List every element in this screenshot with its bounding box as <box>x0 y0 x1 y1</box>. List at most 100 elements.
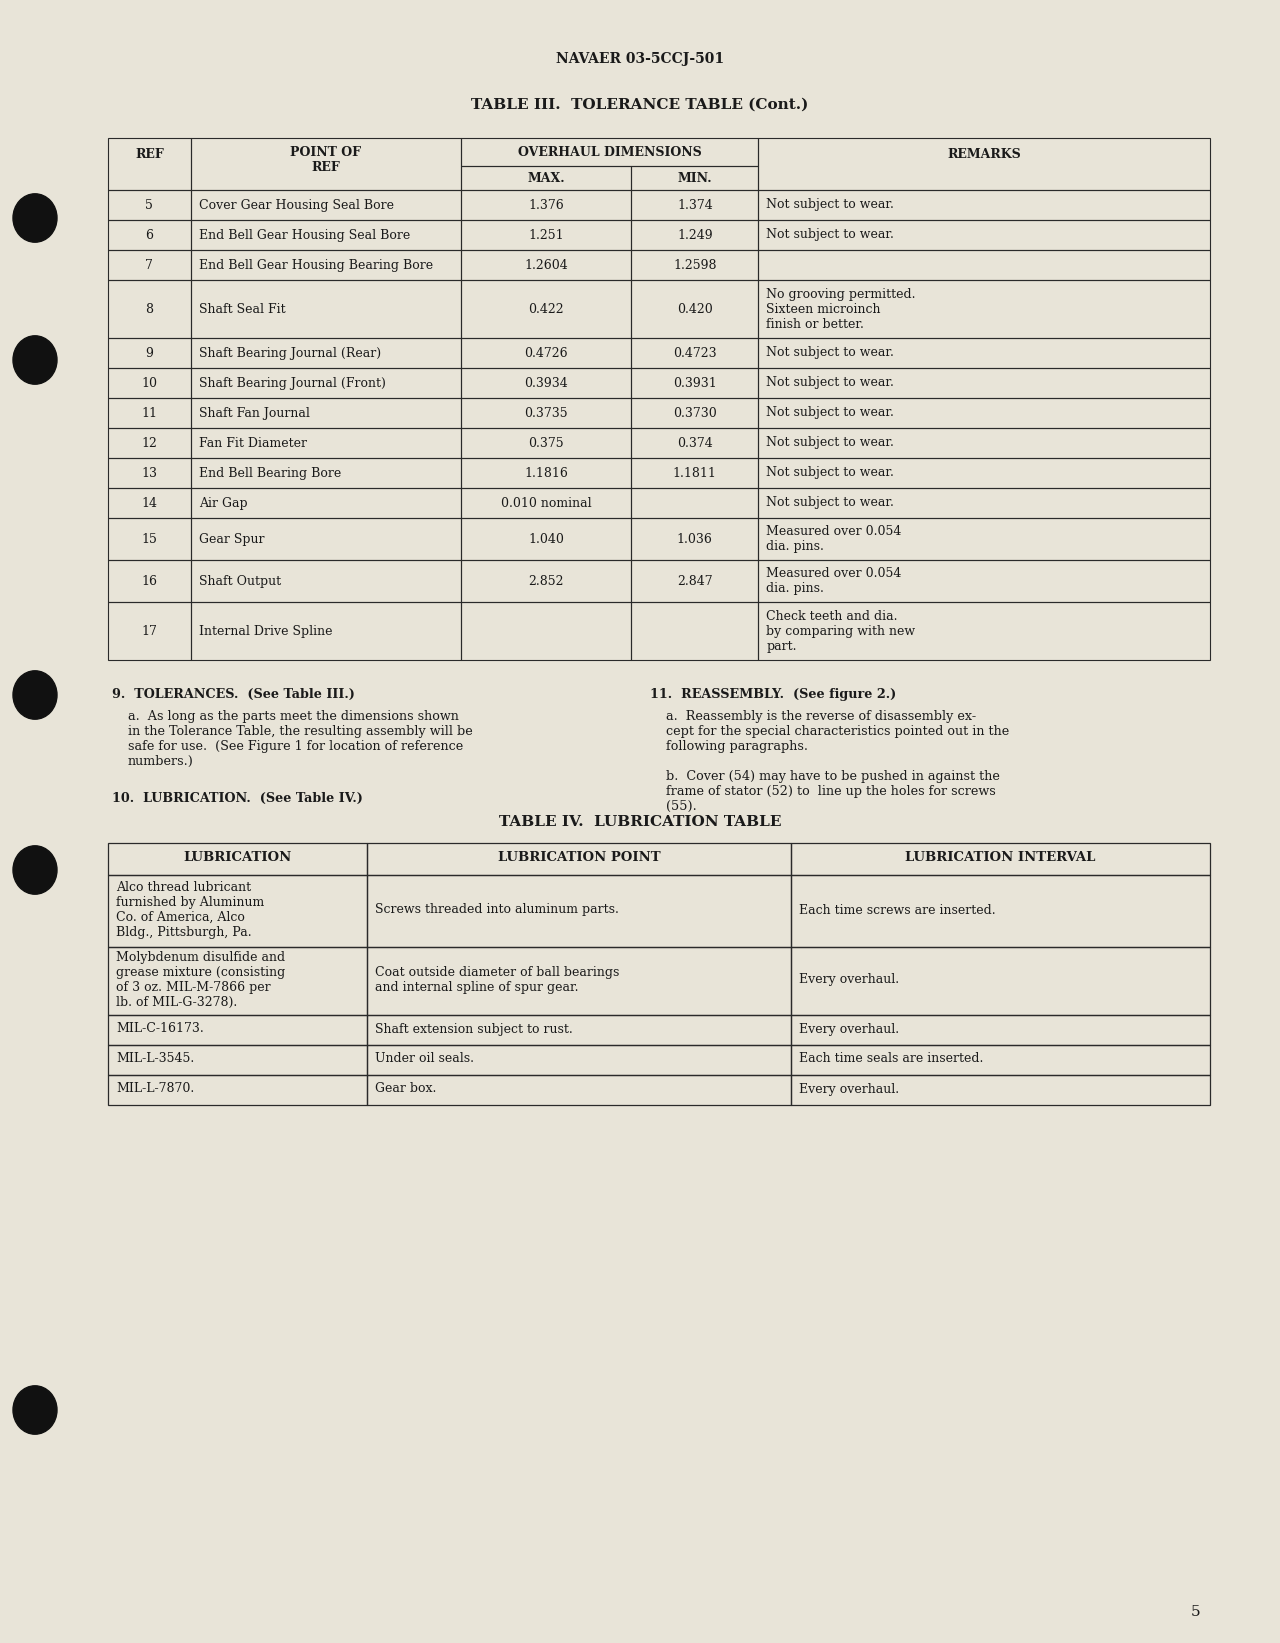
Text: Not subject to wear.: Not subject to wear. <box>767 199 893 210</box>
Bar <box>631 488 758 518</box>
Text: 15: 15 <box>141 532 157 545</box>
Bar <box>367 876 791 946</box>
Bar <box>367 1075 791 1106</box>
Text: 2.847: 2.847 <box>677 575 713 588</box>
Text: 12: 12 <box>141 437 157 450</box>
Text: Under oil seals.: Under oil seals. <box>375 1053 474 1066</box>
Bar <box>791 876 1210 946</box>
Text: Each time seals are inserted.: Each time seals are inserted. <box>799 1053 983 1066</box>
Text: Not subject to wear.: Not subject to wear. <box>767 347 893 360</box>
Text: 1.036: 1.036 <box>677 532 713 545</box>
Bar <box>461 166 631 191</box>
Bar <box>191 279 461 338</box>
Ellipse shape <box>13 335 58 384</box>
Text: Shaft extension subject to rust.: Shaft extension subject to rust. <box>375 1022 572 1035</box>
Text: 1.2604: 1.2604 <box>525 260 568 273</box>
Bar <box>461 138 758 166</box>
Ellipse shape <box>13 1385 58 1434</box>
Text: MIL-C-16173.: MIL-C-16173. <box>116 1022 204 1035</box>
Text: Each time screws are inserted.: Each time screws are inserted. <box>799 904 996 917</box>
Text: REMARKS: REMARKS <box>947 148 1021 161</box>
Text: 1.2598: 1.2598 <box>673 260 717 273</box>
Bar <box>631 191 758 220</box>
Text: 10.  LUBRICATION.  (See Table IV.): 10. LUBRICATION. (See Table IV.) <box>113 792 362 805</box>
Text: MIL-L-3545.: MIL-L-3545. <box>116 1053 195 1066</box>
Bar <box>461 488 631 518</box>
Text: Fan Fit Diameter: Fan Fit Diameter <box>198 437 307 450</box>
Bar <box>758 458 1210 488</box>
Text: MIL-L-7870.: MIL-L-7870. <box>116 1083 195 1096</box>
Text: 16: 16 <box>141 575 157 588</box>
Text: 1.249: 1.249 <box>677 228 713 242</box>
Text: Gear Spur: Gear Spur <box>198 532 264 545</box>
Bar <box>461 368 631 398</box>
Bar <box>461 338 631 368</box>
Text: OVERHAUL DIMENSIONS: OVERHAUL DIMENSIONS <box>517 146 701 159</box>
Bar <box>191 488 461 518</box>
Bar <box>758 338 1210 368</box>
Bar <box>108 560 191 601</box>
Bar <box>631 458 758 488</box>
Text: Not subject to wear.: Not subject to wear. <box>767 496 893 509</box>
Text: 1.1816: 1.1816 <box>524 467 568 480</box>
Bar <box>108 279 191 338</box>
Text: 0.422: 0.422 <box>529 302 564 315</box>
Bar <box>108 250 191 279</box>
Text: End Bell Gear Housing Seal Bore: End Bell Gear Housing Seal Bore <box>198 228 410 242</box>
Bar <box>461 427 631 458</box>
Bar <box>461 601 631 660</box>
Bar <box>191 250 461 279</box>
Bar <box>758 220 1210 250</box>
Bar <box>461 458 631 488</box>
Text: 9: 9 <box>146 347 154 360</box>
Bar <box>191 368 461 398</box>
Bar <box>108 338 191 368</box>
Bar <box>631 560 758 601</box>
Text: Not subject to wear.: Not subject to wear. <box>767 467 893 480</box>
Text: Screws threaded into aluminum parts.: Screws threaded into aluminum parts. <box>375 904 618 917</box>
Text: 1.251: 1.251 <box>529 228 564 242</box>
Bar <box>791 1015 1210 1045</box>
Bar <box>631 166 758 191</box>
Text: 11: 11 <box>141 407 157 421</box>
Text: REF: REF <box>134 148 164 161</box>
Text: Measured over 0.054
dia. pins.: Measured over 0.054 dia. pins. <box>767 526 901 554</box>
Bar <box>191 338 461 368</box>
Text: Every overhaul.: Every overhaul. <box>799 1083 900 1096</box>
Bar <box>631 601 758 660</box>
Bar <box>191 427 461 458</box>
Bar <box>791 946 1210 1015</box>
Text: Gear box.: Gear box. <box>375 1083 436 1096</box>
Text: 0.4726: 0.4726 <box>525 347 568 360</box>
Bar <box>108 1045 367 1075</box>
Text: Coat outside diameter of ball bearings
and internal spline of spur gear.: Coat outside diameter of ball bearings a… <box>375 966 620 994</box>
Bar <box>367 843 791 876</box>
Text: Shaft Fan Journal: Shaft Fan Journal <box>198 407 310 421</box>
Bar <box>791 1045 1210 1075</box>
Text: 0.3931: 0.3931 <box>673 376 717 389</box>
Bar <box>461 191 631 220</box>
Text: Shaft Output: Shaft Output <box>198 575 280 588</box>
Bar <box>108 518 191 560</box>
Bar <box>461 560 631 601</box>
Bar <box>367 1015 791 1045</box>
Bar <box>791 1075 1210 1106</box>
Text: 0.420: 0.420 <box>677 302 713 315</box>
Text: 0.3934: 0.3934 <box>525 376 568 389</box>
Text: 6: 6 <box>146 228 154 242</box>
Text: 0.4723: 0.4723 <box>673 347 717 360</box>
Text: 0.374: 0.374 <box>677 437 713 450</box>
Text: 11.  REASSEMBLY.  (See figure 2.): 11. REASSEMBLY. (See figure 2.) <box>650 688 896 702</box>
Text: MIN.: MIN. <box>677 173 712 186</box>
Text: Shaft Bearing Journal (Front): Shaft Bearing Journal (Front) <box>198 376 385 389</box>
Text: NAVAER 03-5CCJ-501: NAVAER 03-5CCJ-501 <box>556 53 724 66</box>
Text: 1.040: 1.040 <box>529 532 564 545</box>
Text: 10: 10 <box>141 376 157 389</box>
Text: Alco thread lubricant
furnished by Aluminum
Co. of America, Alco
Bldg., Pittsbur: Alco thread lubricant furnished by Alumi… <box>116 881 264 940</box>
Text: End Bell Bearing Bore: End Bell Bearing Bore <box>198 467 340 480</box>
Bar <box>758 488 1210 518</box>
Ellipse shape <box>13 670 58 720</box>
Bar <box>108 843 367 876</box>
Bar <box>758 560 1210 601</box>
Bar <box>108 601 191 660</box>
